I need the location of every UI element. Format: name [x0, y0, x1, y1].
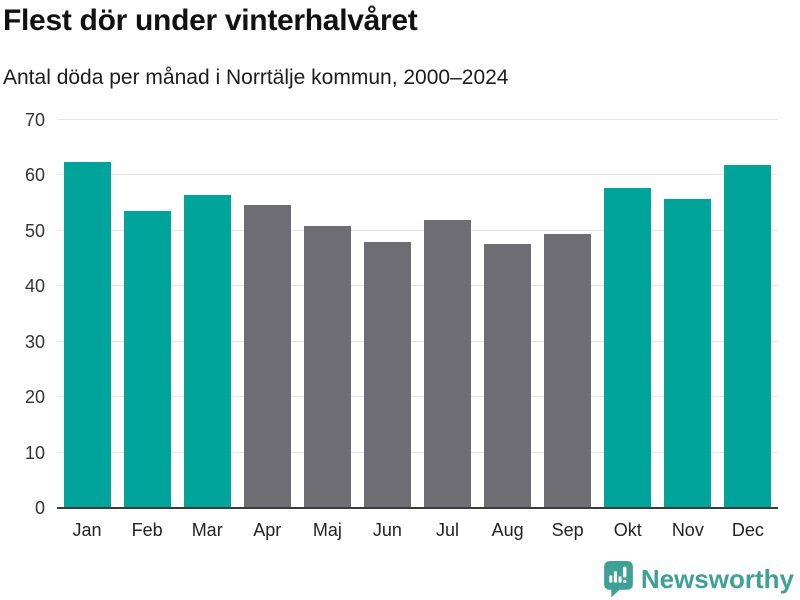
y-tick-label-70: 70 — [24, 110, 45, 130]
x-tick-label-jul: Jul — [436, 520, 460, 540]
chart-title: Flest dör under vinterhalvåret — [3, 4, 418, 37]
x-tick-label-okt: Okt — [613, 520, 642, 540]
bar-mar — [183, 195, 231, 508]
x-axis: Jan Feb Mar Apr Maj Jun Jul Aug Sep Okt Nov Dec — [57, 517, 778, 544]
newsworthy-logo-text: Newsworthy — [640, 563, 794, 594]
gridline-20 — [57, 396, 778, 398]
y-tick-label-60: 60 — [24, 165, 45, 186]
bar-slot-apr — [237, 120, 297, 508]
bar-slot-maj — [297, 120, 357, 508]
bar-chart-speech-bubble-icon — [603, 561, 633, 597]
bar-sep — [544, 234, 592, 508]
gridline-30 — [57, 340, 778, 342]
x-axis-baseline — [57, 507, 778, 509]
bar-nov — [664, 198, 712, 508]
bar-dec — [724, 165, 772, 508]
x-tick-label-apr: Apr — [253, 520, 282, 540]
y-tick-label-50: 50 — [24, 220, 45, 241]
bar-jan — [63, 161, 111, 508]
bar-slot-sep — [538, 120, 598, 508]
bar-maj — [303, 226, 351, 508]
plot-area — [57, 119, 778, 509]
gridline-40 — [57, 285, 778, 287]
y-tick-label-30: 30 — [24, 331, 45, 352]
x-tick-label-mar: Mar — [191, 520, 223, 540]
bar-jun — [363, 241, 411, 508]
bar-slot-okt — [598, 120, 658, 508]
chart-subtitle: Antal döda per månad i Norrtälje kommun,… — [3, 66, 509, 89]
bar-slot-aug — [478, 120, 538, 508]
gridline-70 — [57, 119, 778, 120]
bar-slot-mar — [177, 120, 237, 508]
bar-aug — [484, 243, 532, 508]
footer: Newsworthy — [603, 561, 794, 597]
gridlines-layer — [57, 119, 778, 508]
bar-jul — [424, 219, 471, 508]
y-tick-label-0: 0 — [34, 498, 45, 518]
bar-slot-jul — [417, 120, 477, 508]
gridline-50 — [57, 229, 778, 231]
bar-slot-jan — [57, 120, 117, 508]
x-tick-label-maj: Maj — [312, 520, 342, 540]
x-tick-label-jun: Jun — [372, 520, 402, 540]
bars-container — [57, 120, 778, 508]
bar-feb — [123, 211, 171, 508]
bar-slot-feb — [117, 120, 177, 508]
bar-okt — [604, 187, 652, 508]
x-tick-label-jan: Jan — [72, 520, 102, 540]
x-tick-label-feb: Feb — [131, 520, 163, 540]
gridline-60 — [57, 174, 778, 176]
y-tick-label-20: 20 — [24, 387, 45, 408]
bar-slot-dec — [718, 120, 778, 508]
bar-apr — [243, 205, 291, 508]
bar-slot-nov — [658, 120, 718, 508]
y-tick-label-10: 10 — [24, 442, 45, 463]
x-tick-label-sep: Sep — [551, 520, 584, 540]
bar-slot-jun — [357, 120, 417, 508]
gridline-10 — [57, 451, 778, 453]
x-tick-label-nov: Nov — [671, 520, 704, 540]
x-tick-label-dec: Dec — [731, 520, 764, 540]
x-tick-label-aug: Aug — [491, 520, 524, 540]
y-axis: 0 10 20 30 40 50 60 70 — [0, 110, 45, 518]
y-tick-label-40: 40 — [24, 276, 45, 297]
